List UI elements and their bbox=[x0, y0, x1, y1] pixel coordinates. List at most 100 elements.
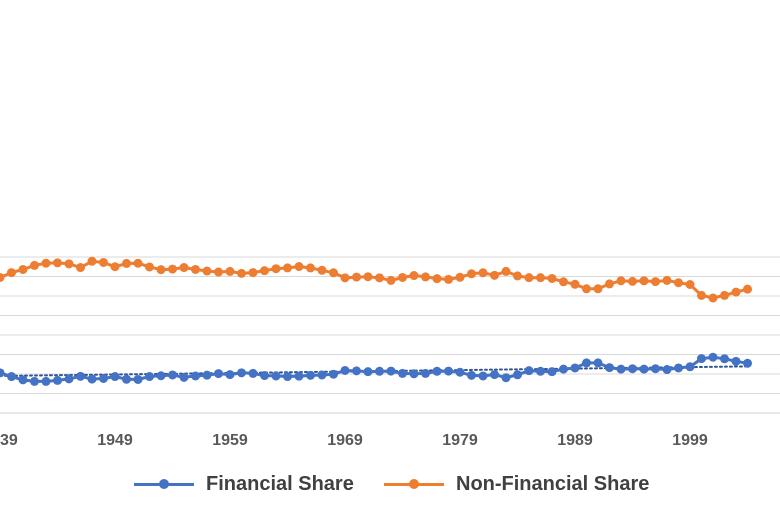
non-financial-share-point bbox=[467, 269, 476, 279]
financial-share-point bbox=[697, 354, 706, 364]
non-financial-share-point bbox=[248, 268, 258, 278]
non-financial-share-point bbox=[179, 263, 189, 273]
financial-share-point bbox=[513, 370, 522, 380]
financial-share-point bbox=[191, 371, 200, 381]
non-financial-share-point bbox=[340, 273, 350, 283]
non-financial-share-point bbox=[306, 263, 315, 273]
x-tick-label: 1989 bbox=[557, 432, 593, 449]
non-financial-share-point bbox=[490, 270, 499, 280]
non-financial-share-point bbox=[225, 266, 235, 276]
financial-share-point bbox=[352, 366, 361, 376]
non-financial-share-point bbox=[41, 258, 51, 268]
financial-share-point bbox=[168, 370, 177, 380]
financial-share-point bbox=[179, 372, 189, 382]
non-financial-share-point bbox=[432, 274, 442, 284]
financial-share-point bbox=[145, 372, 154, 382]
financial-share-point bbox=[214, 369, 223, 379]
non-financial-share-point bbox=[720, 290, 729, 300]
non-financial-share-point bbox=[87, 256, 97, 266]
financial-share-point bbox=[398, 368, 407, 378]
financial-share-point bbox=[18, 375, 28, 385]
financial-share-point bbox=[582, 358, 591, 368]
financial-share-point bbox=[363, 367, 373, 377]
financial-share-point bbox=[409, 369, 419, 379]
financial-share-point bbox=[306, 370, 315, 380]
non-financial-share-point bbox=[478, 268, 488, 278]
non-financial-share-point bbox=[685, 279, 695, 289]
non-financial-share-point bbox=[743, 284, 752, 294]
financial-share-point bbox=[53, 375, 62, 385]
non-financial-share-point bbox=[191, 264, 200, 274]
non-financial-share-point bbox=[662, 275, 672, 285]
financial-share-point bbox=[0, 368, 5, 378]
financial-share-point bbox=[593, 358, 603, 368]
financial-share-point bbox=[375, 366, 384, 376]
financial-share-point bbox=[64, 374, 74, 384]
non-financial-share-point bbox=[202, 266, 212, 276]
legend-label-non-financial-share: Non-Financial Share bbox=[456, 472, 650, 495]
non-financial-share-point bbox=[294, 262, 304, 272]
non-financial-share-point bbox=[398, 272, 407, 282]
x-tick-label: 1999 bbox=[672, 432, 708, 449]
non-financial-share-point bbox=[731, 287, 741, 297]
non-financial-share-point bbox=[237, 268, 246, 278]
non-financial-share-point bbox=[444, 274, 453, 284]
non-financial-share-point bbox=[547, 273, 557, 283]
financial-share-point bbox=[133, 374, 143, 384]
legend-item-financial-share: Financial Share bbox=[134, 466, 354, 502]
non-financial-share-point bbox=[559, 277, 568, 287]
financial-share-point bbox=[685, 362, 695, 372]
non-financial-share-point bbox=[168, 264, 177, 274]
financial-share-point bbox=[421, 368, 430, 378]
non-financial-share-point bbox=[133, 258, 143, 268]
non-financial-share-point bbox=[605, 279, 614, 289]
financial-share-point bbox=[662, 365, 672, 375]
financial-share-point bbox=[524, 366, 534, 376]
financial-share-point bbox=[628, 364, 637, 374]
financial-share-point bbox=[743, 358, 752, 368]
non-financial-share-point bbox=[145, 262, 154, 272]
financial-share-point bbox=[260, 371, 269, 381]
financial-share-point bbox=[41, 376, 51, 386]
x-tick-label: 1969 bbox=[327, 432, 363, 449]
non-financial-share-series bbox=[0, 256, 752, 303]
financial-share-point bbox=[674, 363, 683, 373]
non-financial-share-point bbox=[593, 284, 603, 294]
non-financial-share-point bbox=[18, 264, 28, 274]
non-financial-share-point bbox=[64, 259, 74, 269]
financial-share-point bbox=[559, 364, 568, 374]
non-financial-share-point bbox=[110, 262, 120, 272]
financial-share-legend-marker bbox=[134, 474, 194, 494]
financial-share-point bbox=[570, 363, 580, 373]
non-financial-share-point bbox=[639, 276, 649, 286]
non-financial-share-point bbox=[501, 266, 511, 276]
non-financial-share-point bbox=[329, 268, 338, 278]
non-financial-share-point bbox=[0, 272, 5, 282]
x-tick-label: 1959 bbox=[212, 432, 248, 449]
non-financial-share-point bbox=[674, 278, 683, 288]
financial-share-point bbox=[122, 374, 131, 384]
financial-share-point bbox=[386, 366, 396, 376]
series-layer bbox=[0, 256, 752, 386]
non-financial-share-point bbox=[409, 271, 419, 281]
x-tick-label: 1939 bbox=[0, 432, 18, 449]
financial-share-point bbox=[467, 370, 476, 380]
financial-share-point bbox=[283, 372, 292, 382]
non-financial-share-point bbox=[628, 276, 637, 286]
financial-share-point bbox=[639, 364, 649, 374]
non-financial-share-point bbox=[271, 264, 281, 274]
financial-share-point bbox=[432, 366, 442, 376]
non-financial-share-point bbox=[156, 265, 166, 275]
financial-share-point bbox=[501, 373, 511, 383]
non-financial-share-point bbox=[582, 284, 591, 294]
non-financial-share-point bbox=[536, 273, 545, 283]
x-tick-label: 1949 bbox=[97, 432, 133, 449]
non-financial-share-point bbox=[375, 273, 384, 283]
financial-share-point bbox=[478, 371, 488, 381]
non-financial-share-point bbox=[455, 272, 465, 282]
non-financial-share-point bbox=[7, 268, 16, 278]
financial-share-point bbox=[616, 364, 626, 374]
financial-share-point bbox=[76, 371, 85, 381]
legend-label-financial-share: Financial Share bbox=[206, 472, 354, 495]
financial-share-point bbox=[87, 374, 97, 384]
